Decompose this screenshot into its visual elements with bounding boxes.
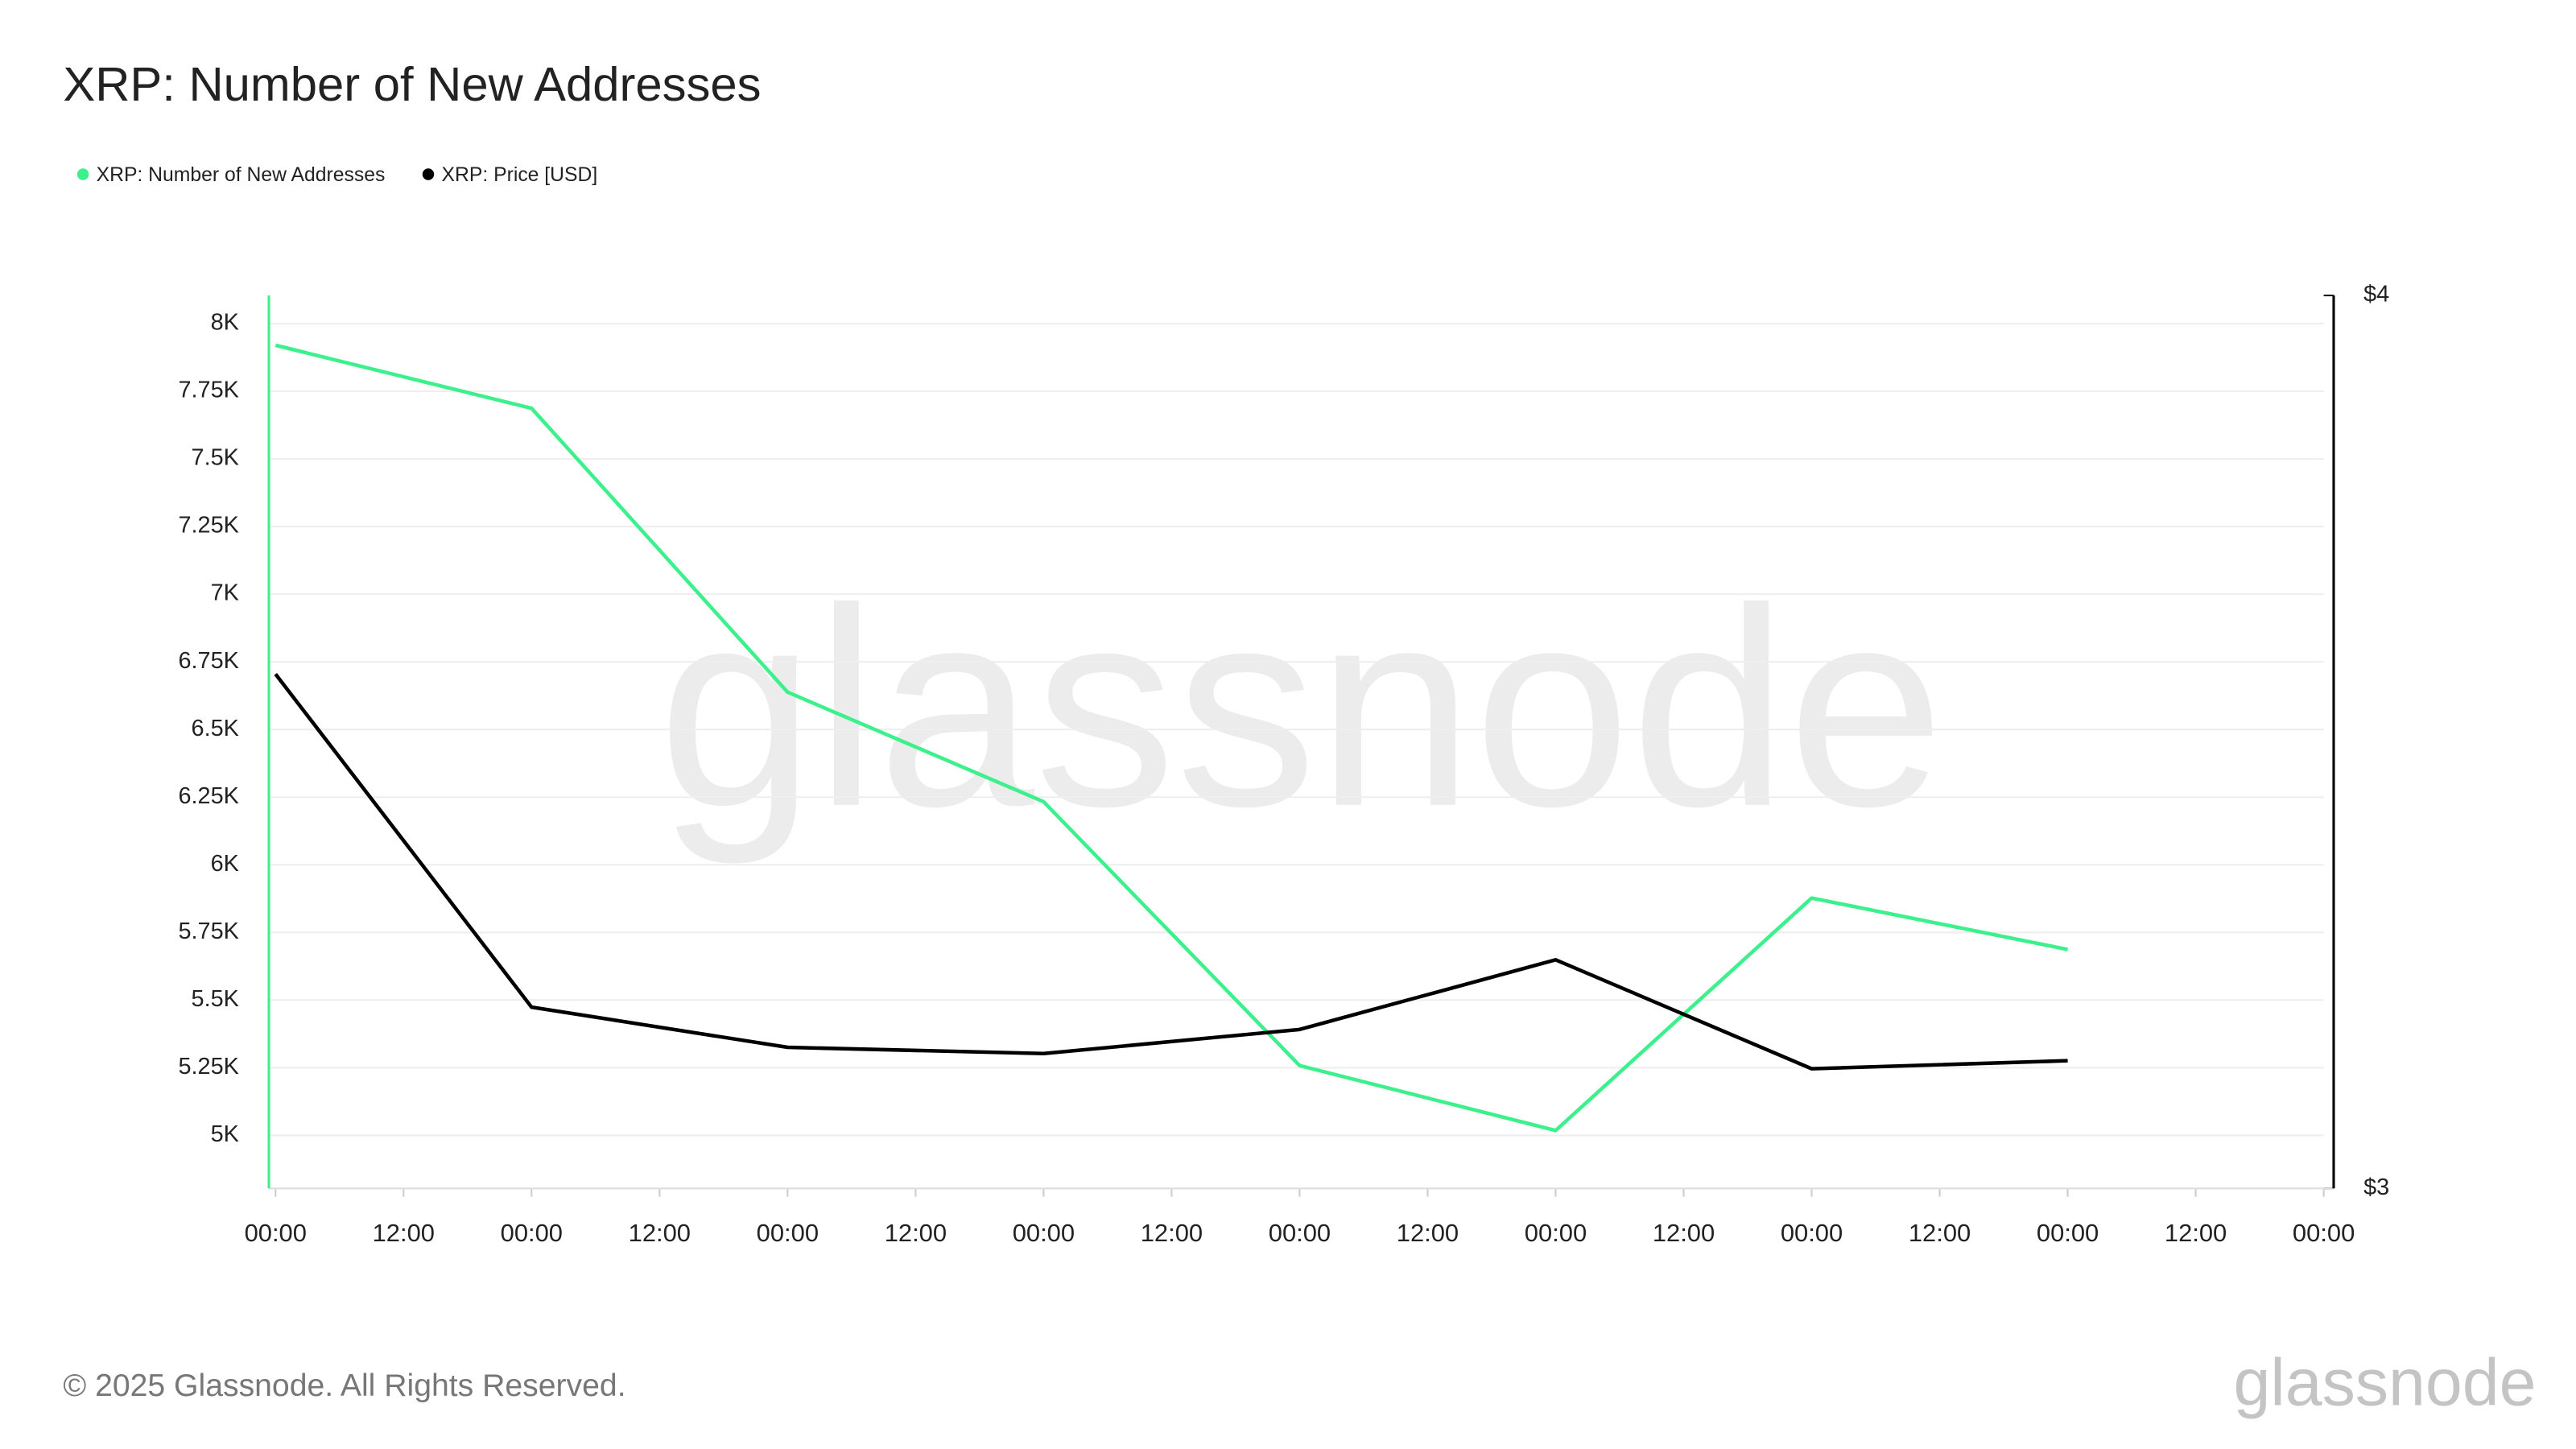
y-tick-label: 5.25K (178, 1054, 238, 1080)
data-line (274, 672, 2068, 1071)
x-tick-label: 12:00 (1141, 1219, 1203, 1247)
y-tick-label: 6K (211, 851, 239, 877)
y-tick-label: 7K (211, 580, 239, 606)
y2-tick-label: $3 (2363, 1174, 2389, 1200)
y-tick-label: 6.75K (178, 648, 238, 674)
x-tick-label: 00:00 (2293, 1219, 2355, 1247)
x-tick-label: 12:00 (629, 1219, 691, 1247)
legend-label: XRP: Price [USD] (441, 164, 597, 186)
legend-label: XRP: Number of New Addresses (97, 164, 386, 186)
footer: © 2025 Glassnode. All Rights Reserved. (63, 1368, 625, 1403)
x-tick-label: 12:00 (1909, 1219, 1971, 1247)
legend-swatch (76, 168, 89, 180)
y-tick-label: 5.5K (192, 986, 239, 1012)
x-tick-label: 12:00 (2165, 1219, 2227, 1247)
x-tick-label: 00:00 (1781, 1219, 1843, 1247)
y-tick-label: 5K (211, 1121, 239, 1147)
x-tick-label: 00:00 (757, 1219, 819, 1247)
y-tick-label: 6.5K (192, 716, 239, 741)
x-tick-label: 00:00 (1269, 1219, 1331, 1247)
y2-tick-label: $4 (2363, 282, 2389, 308)
watermark: glassnode (658, 551, 1944, 867)
x-tick-label: 12:00 (1653, 1219, 1715, 1247)
y-tick-label: 7.5K (192, 445, 239, 471)
x-tick-label: 00:00 (2037, 1219, 2099, 1247)
y-tick-label: 5.75K (178, 919, 238, 944)
y-tick-label: 7.75K (178, 378, 238, 403)
x-tick-label: 00:00 (245, 1219, 307, 1247)
x-tick-label: 12:00 (1397, 1219, 1459, 1247)
x-tick-label: 00:00 (1525, 1219, 1587, 1247)
logo: glassnode (2234, 1345, 2537, 1419)
chart-title: XRP: Number of New Addresses (63, 57, 761, 111)
data-line (275, 343, 2069, 1133)
x-tick-label: 12:00 (373, 1219, 435, 1247)
y-tick-label: 7.25K (178, 513, 238, 539)
x-tick-label: 12:00 (885, 1219, 947, 1247)
legend-swatch (422, 168, 435, 180)
y-tick-label: 8K (211, 310, 239, 336)
x-tick-label: 00:00 (501, 1219, 563, 1247)
x-tick-label: 00:00 (1013, 1219, 1075, 1247)
y-tick-label: 6.25K (178, 783, 238, 809)
